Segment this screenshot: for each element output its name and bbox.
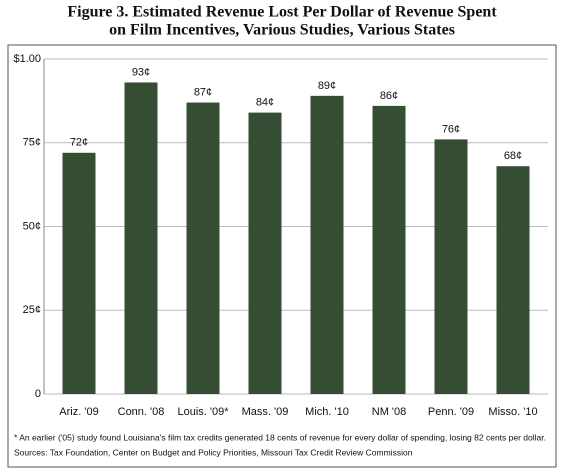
- x-tick-label: Mich. '10: [305, 406, 349, 418]
- x-tick-label: Misso. '10: [488, 406, 537, 418]
- bar: [248, 112, 282, 394]
- bar: [62, 152, 96, 394]
- chart-title: on Film Incentives, Various Studies, Var…: [109, 22, 455, 39]
- value-label: 86¢: [380, 90, 398, 102]
- y-tick-label: 0: [35, 388, 41, 400]
- x-tick-label: Penn. '09: [428, 406, 474, 418]
- x-tick-label: Mass. '09: [242, 406, 289, 418]
- bar: [496, 166, 530, 394]
- bar: [372, 105, 406, 395]
- value-label: 89¢: [318, 80, 336, 92]
- y-tick-label: 75¢: [23, 137, 41, 149]
- value-label: 84¢: [256, 97, 274, 109]
- x-tick-label: Ariz. '09: [59, 406, 98, 418]
- bar: [124, 82, 158, 394]
- y-tick-label: $1.00: [13, 53, 41, 65]
- value-label: 72¢: [70, 137, 88, 149]
- x-tick-label: Conn. '08: [118, 406, 165, 418]
- value-label: 68¢: [504, 150, 522, 162]
- y-tick-label: 25¢: [23, 304, 41, 316]
- footnote: * An earlier ('05) study found Louisiana…: [14, 432, 546, 442]
- chart-frame: [7, 44, 557, 468]
- chart-title: Figure 3. Estimated Revenue Lost Per Dol…: [67, 4, 497, 21]
- value-label: 76¢: [442, 123, 460, 135]
- value-label: 87¢: [194, 86, 212, 98]
- source-note: Sources: Tax Foundation, Center on Budge…: [14, 447, 413, 457]
- x-tick-label: Louis. '09*: [177, 406, 229, 418]
- y-tick-label: 50¢: [23, 220, 41, 232]
- bar: [186, 102, 220, 395]
- bar: [310, 95, 344, 394]
- value-label: 93¢: [132, 66, 150, 78]
- bar: [434, 139, 468, 394]
- x-tick-label: NM '08: [372, 406, 407, 418]
